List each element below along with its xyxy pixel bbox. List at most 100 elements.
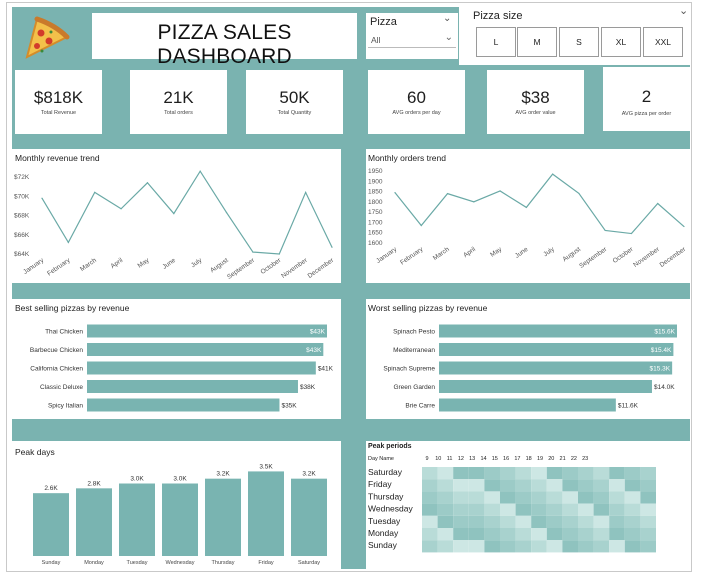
chart-title: Best selling pizzas by revenue bbox=[15, 303, 130, 313]
orders-trend-card: Monthly orders trend 1600 1650 1700 1750 180… bbox=[366, 149, 690, 283]
y-tick-label: 1600 bbox=[368, 240, 383, 247]
heatmap-cell bbox=[593, 515, 610, 528]
heatmap-cell bbox=[562, 528, 578, 541]
x-tick-label: February bbox=[46, 256, 72, 277]
heatmap-cell bbox=[624, 479, 641, 492]
y-tick-label: $72K bbox=[14, 174, 30, 181]
bar bbox=[162, 483, 198, 556]
bar bbox=[119, 483, 155, 556]
pizza-dropdown[interactable]: All ⌄ bbox=[368, 32, 456, 48]
chart-title: Peak periods bbox=[368, 443, 412, 450]
x-tick-label: March bbox=[432, 246, 451, 262]
data-label: $11.6K bbox=[618, 403, 639, 410]
kpi-label: Total orders bbox=[164, 110, 193, 116]
data-point bbox=[420, 224, 422, 227]
data-point bbox=[225, 212, 228, 214]
row-label: Tuesday bbox=[368, 516, 401, 526]
x-tick-label: Thursday bbox=[212, 560, 235, 566]
x-tick-label: September bbox=[226, 256, 257, 280]
heatmap-cell bbox=[453, 467, 469, 480]
row-label: Sunday bbox=[368, 540, 398, 550]
data-label: $43K bbox=[306, 347, 322, 354]
y-tick-label: 1950 bbox=[368, 168, 383, 175]
heatmap-cell bbox=[422, 491, 438, 504]
x-tick-label: Wednesday bbox=[166, 560, 195, 566]
pizza-slicer-label: Pizza bbox=[370, 16, 397, 28]
heatmap-cell bbox=[531, 503, 547, 516]
heatmap-cell bbox=[422, 515, 438, 528]
heatmap-cell bbox=[422, 540, 438, 553]
size-option-s[interactable]: S bbox=[559, 27, 599, 57]
worst-sellers-card: Worst selling pizzas by revenue Spinach … bbox=[366, 299, 690, 419]
size-option-xl[interactable]: XL bbox=[601, 27, 641, 57]
x-tick-label: Tuesday bbox=[127, 560, 148, 566]
kpi-label: AVG order value bbox=[515, 110, 556, 116]
size-clear-chevron-icon[interactable]: ⌄ bbox=[679, 5, 689, 17]
peak-periods-heatmap: Day Name 9 10 11 12 13 14 15 16 17 18 19 20 21 22 23 Sat… bbox=[368, 456, 656, 553]
heatmap-cell bbox=[453, 515, 469, 528]
y-tick-label: 1800 bbox=[368, 199, 383, 206]
x-tick-label: October bbox=[259, 256, 283, 275]
data-point bbox=[120, 208, 122, 210]
x-tick-label: March bbox=[79, 257, 98, 273]
peak-days-card: Peak days 2.6K Sunday 2.8K Monday 3.0K Tuesda… bbox=[12, 441, 341, 569]
heatmap-cell bbox=[578, 515, 594, 528]
heatmap-cell bbox=[609, 491, 625, 504]
data-point bbox=[578, 192, 580, 195]
data-point bbox=[94, 191, 96, 193]
chart-title: Monthly orders trend bbox=[368, 153, 446, 163]
heatmap-cell bbox=[531, 479, 547, 492]
x-tick-label: August bbox=[209, 257, 230, 274]
heatmap-cell bbox=[531, 528, 547, 541]
heatmap-cell bbox=[500, 479, 516, 492]
size-option-xxl[interactable]: XXL bbox=[643, 27, 683, 57]
x-tick-label: December bbox=[659, 245, 688, 268]
heatmap-cell bbox=[593, 467, 610, 480]
heatmap-cell bbox=[562, 479, 578, 492]
heatmap-cell bbox=[640, 491, 656, 504]
column-header: 23 bbox=[582, 456, 588, 462]
column-header: 11 bbox=[447, 456, 453, 462]
heatmap-cell bbox=[609, 479, 625, 492]
bar bbox=[439, 361, 673, 375]
column-header: 12 bbox=[458, 456, 464, 462]
data-point bbox=[331, 246, 333, 248]
row-label: Thursday bbox=[368, 491, 404, 501]
size-option-l[interactable]: L bbox=[476, 27, 516, 57]
pizza-clear-chevron-icon[interactable]: ⌄ bbox=[443, 13, 452, 24]
row-label: Friday bbox=[368, 479, 392, 489]
data-point bbox=[305, 191, 307, 193]
data-point bbox=[499, 190, 501, 192]
category-label: Brie Carre bbox=[405, 403, 435, 410]
pizza-dropdown-value: All bbox=[371, 35, 381, 45]
data-label: 3.2K bbox=[216, 471, 230, 478]
revenue-trend-card: Monthly revenue trend $64K $66K $68K $70K $7… bbox=[12, 149, 341, 283]
heatmap-cell bbox=[546, 491, 563, 504]
data-label: $14.0K bbox=[654, 384, 675, 391]
column-header: 14 bbox=[480, 456, 486, 462]
heatmap-cell bbox=[437, 467, 454, 480]
column-header: 21 bbox=[560, 456, 566, 462]
heatmap-cell bbox=[500, 503, 516, 516]
chevron-down-icon: ⌄ bbox=[444, 32, 453, 43]
heatmap-cell bbox=[593, 503, 610, 516]
series-line bbox=[394, 173, 685, 235]
heatmap-cell bbox=[562, 503, 578, 516]
x-tick-label: June bbox=[514, 246, 530, 260]
heatmap-cell bbox=[593, 491, 610, 504]
size-option-m[interactable]: M bbox=[517, 27, 557, 57]
heatmap-cell bbox=[515, 467, 532, 480]
best-sellers-card: Best selling pizzas by revenue Thai Chic… bbox=[12, 299, 341, 419]
heatmap-cell bbox=[515, 503, 532, 516]
category-label: California Chicken bbox=[30, 366, 83, 373]
y-tick-label: $66K bbox=[14, 232, 30, 239]
heatmap-cell bbox=[468, 467, 485, 480]
bar bbox=[248, 471, 284, 556]
heatmap-cell bbox=[422, 528, 438, 541]
bar bbox=[87, 324, 327, 338]
pizza-logo bbox=[21, 13, 73, 61]
bar bbox=[33, 493, 69, 556]
heatmap-cell bbox=[437, 540, 454, 553]
data-label: 3.5K bbox=[259, 463, 273, 470]
data-label: 2.6K bbox=[44, 485, 58, 492]
